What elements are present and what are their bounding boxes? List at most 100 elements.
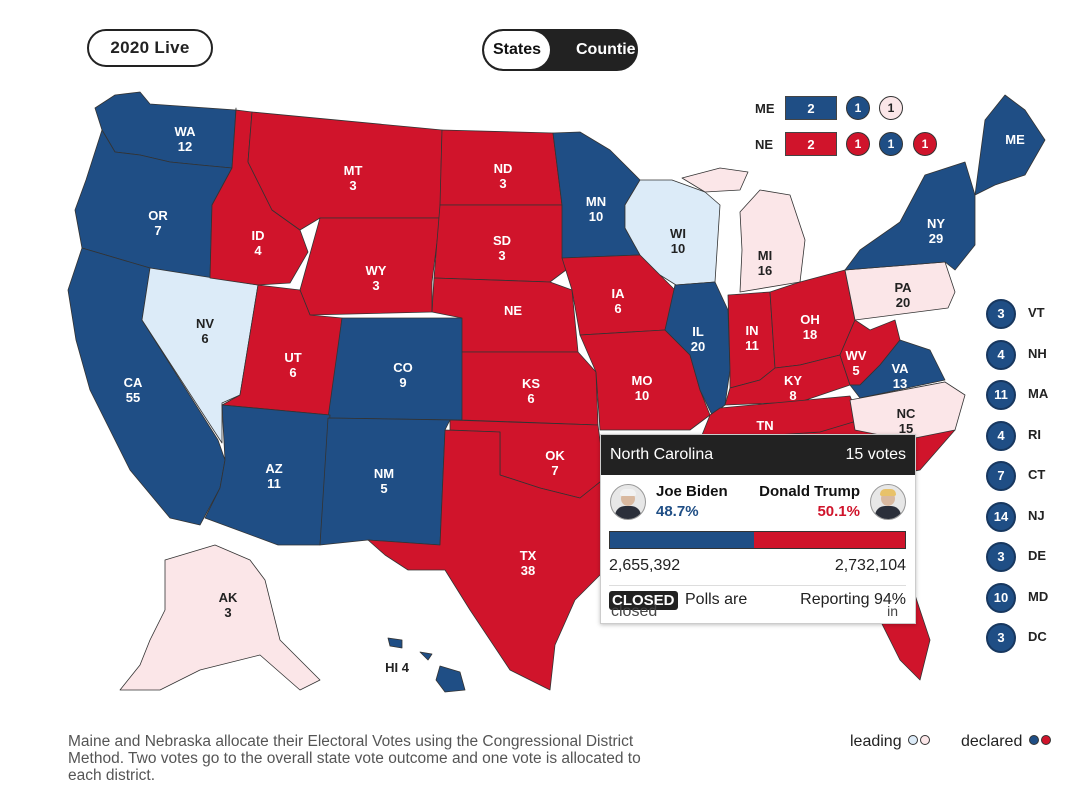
votes-circle: 3 xyxy=(986,542,1016,572)
state-votes-pa: 20 xyxy=(896,295,910,310)
state-va[interactable] xyxy=(849,339,946,399)
state-votes-nd: 3 xyxy=(499,176,506,191)
legend: leading declared xyxy=(850,733,1051,751)
state-label-wv: WV xyxy=(846,348,867,363)
votes-circle: 3 xyxy=(986,299,1016,329)
small-state-nj[interactable]: 14 NJ xyxy=(986,501,1076,532)
state-abbr: DE xyxy=(1028,548,1047,563)
state-label-wa: WA xyxy=(175,124,197,139)
state-votes-ok: 7 xyxy=(551,463,558,478)
view-toggle[interactable]: States Counties xyxy=(482,29,638,71)
state-votes-or: 7 xyxy=(154,223,161,238)
maine-at-large[interactable]: 2 xyxy=(785,96,837,120)
dem-candidate: Joe Biden 48.7% xyxy=(656,483,728,520)
votes-circle: 10 xyxy=(986,582,1016,613)
toggle-counties[interactable]: Counties xyxy=(576,41,638,58)
polls-status: Polls are xyxy=(685,591,748,608)
votes-circle: 11 xyxy=(986,380,1016,410)
state-label-ny: NY xyxy=(927,216,945,231)
state-hi[interactable] xyxy=(387,637,466,693)
nebraska-at-large[interactable]: 2 xyxy=(785,132,837,156)
state-votes-co: 9 xyxy=(399,375,406,390)
small-state-vt[interactable]: 3 VT xyxy=(986,299,1076,329)
nebraska-district-3[interactable]: 1 xyxy=(913,132,937,156)
state-abbr: VT xyxy=(1028,305,1045,320)
state-label-ky: KY xyxy=(784,373,802,388)
state-votes-id: 4 xyxy=(254,243,262,258)
small-state-ri[interactable]: 4 RI xyxy=(986,420,1076,451)
biden-avatar xyxy=(610,484,646,520)
state-votes-mt: 3 xyxy=(349,178,356,193)
state-label-or: OR xyxy=(148,208,168,223)
rep-percent: 50.1% xyxy=(817,503,860,520)
state-votes-sd: 3 xyxy=(498,248,505,263)
small-state-nh[interactable]: 4 NH xyxy=(986,339,1076,370)
state-sd[interactable] xyxy=(433,204,567,283)
state-label-co: CO xyxy=(393,360,413,375)
dem-percent: 48.7% xyxy=(656,503,699,520)
state-abbr: CT xyxy=(1028,467,1046,482)
state-abbr: NJ xyxy=(1028,507,1045,523)
votes-circle: 14 xyxy=(986,501,1016,532)
state-mi[interactable] xyxy=(681,167,806,293)
state-votes-nv: 6 xyxy=(201,331,208,346)
votes-circle: 4 xyxy=(986,420,1016,451)
state-label-nd: ND xyxy=(494,161,513,176)
state-tn[interactable] xyxy=(699,395,861,441)
state-votes-ny: 29 xyxy=(929,231,943,246)
reporting-status: Reporting 94% xyxy=(800,591,906,608)
footnote: Maine and Nebraska allocate their Electo… xyxy=(68,733,641,784)
maine-district-1[interactable]: 1 xyxy=(846,96,870,120)
small-state-md[interactable]: 10 MD xyxy=(986,582,1076,613)
small-state-dc[interactable]: 3 DC xyxy=(986,623,1076,653)
state-votes-ut: 6 xyxy=(289,365,296,380)
polls-status-cont: closed xyxy=(611,603,658,620)
state-votes-mi: 16 xyxy=(758,263,772,278)
state-tx[interactable] xyxy=(367,429,631,691)
state-label-ak: AK xyxy=(219,590,238,605)
state-label-nv: NV xyxy=(196,316,214,331)
state-label-va: VA xyxy=(891,361,909,376)
maine-label: ME xyxy=(755,101,775,116)
state-ny[interactable] xyxy=(844,161,976,271)
state-votes-il: 20 xyxy=(691,339,705,354)
state-votes-nc: 15 xyxy=(899,421,913,436)
state-label-id: ID xyxy=(252,228,265,243)
state-ks[interactable] xyxy=(461,351,599,426)
votes-circle: 7 xyxy=(986,461,1016,491)
state-label-pa: PA xyxy=(894,280,912,295)
nebraska-district-1[interactable]: 1 xyxy=(846,132,870,156)
state-votes-oh: 18 xyxy=(803,327,817,342)
declared-dem-dot xyxy=(1028,735,1039,745)
tooltip-footer: CLOSED Polls are closed Reporting 94% in xyxy=(609,585,906,620)
state-label-oh: OH xyxy=(800,312,820,327)
legend-leading: leading xyxy=(850,733,902,750)
state-votes-wv: 5 xyxy=(852,363,859,378)
state-label-sd: SD xyxy=(493,233,511,248)
state-votes-ca: 55 xyxy=(126,390,140,405)
declared-rep-dot xyxy=(1040,735,1051,745)
state-label-tn: TN xyxy=(756,418,773,433)
state-abbr: DC xyxy=(1028,629,1047,644)
small-state-ct[interactable]: 7 CT xyxy=(986,461,1076,491)
rep-name: Donald Trump xyxy=(759,483,860,500)
nebraska-label: NE xyxy=(755,137,774,152)
state-ak[interactable] xyxy=(119,544,321,691)
state-result-tooltip: North Carolina 15 votes Joe Biden 48.7% … xyxy=(600,434,916,624)
votes-circle: 3 xyxy=(986,623,1016,653)
state-me[interactable] xyxy=(974,94,1046,196)
year-select-button[interactable]: 2020 Live xyxy=(87,29,213,67)
toggle-states[interactable]: States xyxy=(484,31,550,69)
maine-district-2[interactable]: 1 xyxy=(879,96,903,120)
state-nc[interactable] xyxy=(849,381,966,441)
nebraska-district-2[interactable]: 1 xyxy=(879,132,903,156)
small-state-ma[interactable]: 11 MA xyxy=(986,380,1076,410)
dem-name: Joe Biden xyxy=(656,483,728,500)
state-label-az: AZ xyxy=(265,461,282,476)
state-votes-wi: 10 xyxy=(671,241,685,256)
state-label-mt: MT xyxy=(344,163,363,178)
closed-badge: CLOSED xyxy=(609,591,678,610)
small-state-de[interactable]: 3 DE xyxy=(986,542,1076,572)
state-abbr: NH xyxy=(1028,345,1047,361)
state-votes-mo: 10 xyxy=(635,388,649,403)
